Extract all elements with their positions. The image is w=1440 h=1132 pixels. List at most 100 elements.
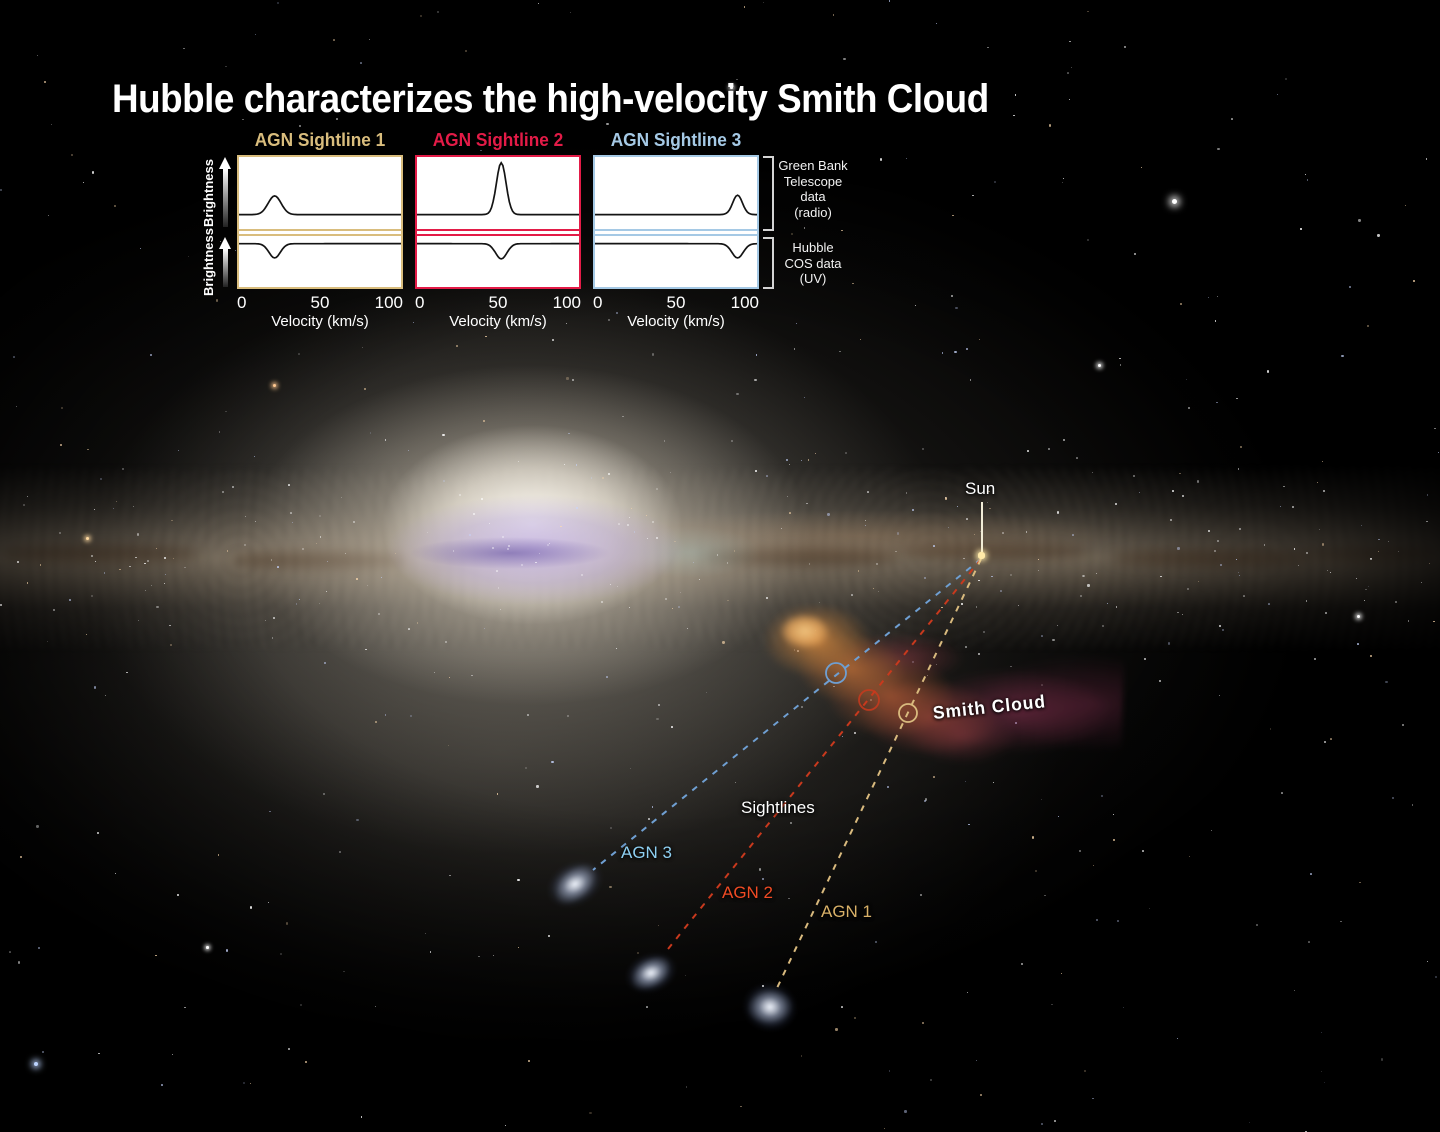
star — [1092, 864, 1094, 867]
star — [1324, 1082, 1325, 1084]
star — [187, 256, 189, 258]
star — [788, 897, 790, 900]
star — [1434, 428, 1436, 430]
smith-cloud-label: Smith Cloud — [931, 691, 1047, 723]
star — [841, 1005, 843, 1008]
star — [483, 419, 486, 422]
star — [1366, 325, 1369, 328]
sightlines-label: Sightlines — [741, 798, 815, 817]
star — [254, 34, 256, 35]
star — [1281, 792, 1283, 794]
star — [754, 379, 757, 382]
panel-title: AGN Sightline 2 — [432, 130, 564, 150]
star — [1063, 178, 1065, 180]
star — [1144, 658, 1147, 661]
star — [1100, 794, 1103, 798]
star — [517, 947, 519, 949]
star — [835, 1028, 838, 1031]
star — [43, 81, 46, 84]
star — [1348, 285, 1352, 288]
star — [449, 676, 451, 678]
spectrum-chart-box — [593, 155, 759, 289]
sun-pointer-line — [981, 502, 983, 552]
star — [744, 6, 746, 8]
star — [1013, 114, 1015, 117]
star — [832, 14, 835, 16]
star — [951, 295, 954, 298]
star — [243, 1082, 246, 1085]
star — [1086, 239, 1089, 242]
spectrum-chart-box — [237, 155, 403, 289]
star — [869, 699, 872, 702]
star — [1207, 296, 1210, 299]
star — [368, 38, 371, 41]
star — [1177, 1037, 1179, 1039]
star — [906, 157, 908, 159]
star — [763, 2, 765, 4]
star — [967, 991, 969, 993]
star — [904, 1110, 907, 1113]
star — [1149, 907, 1151, 909]
star — [1068, 99, 1070, 101]
sun-marker — [978, 552, 985, 559]
arrow-head-icon — [219, 157, 231, 169]
star — [496, 793, 499, 795]
dust-lane-segment — [430, 556, 590, 570]
arrow-head-icon — [219, 237, 231, 249]
sightline-marker-agn-2 — [858, 689, 880, 711]
star — [1010, 665, 1013, 668]
star — [551, 338, 554, 342]
star — [977, 652, 981, 656]
star — [114, 204, 117, 207]
star — [800, 459, 802, 461]
star — [37, 946, 40, 949]
star — [183, 47, 185, 49]
radio-spectrum-chart — [239, 157, 401, 229]
star — [566, 714, 569, 717]
dust-lane-segment — [230, 552, 410, 568]
uv-bracket — [763, 237, 774, 289]
x-axis-label: Velocity (km/s) — [271, 313, 369, 330]
star — [656, 717, 659, 721]
star — [1014, 93, 1017, 96]
star — [1117, 919, 1120, 922]
star — [888, 1070, 891, 1072]
star — [249, 1082, 251, 1085]
star — [936, 663, 937, 665]
star — [1020, 963, 1023, 966]
star — [589, 1111, 592, 1115]
star — [814, 453, 816, 455]
star — [651, 806, 654, 808]
star — [364, 388, 367, 391]
chart-divider — [239, 229, 401, 236]
spectrum-chart-box — [415, 155, 581, 289]
arrow-shaft — [223, 169, 228, 227]
star — [1236, 397, 1238, 400]
star — [1188, 406, 1191, 409]
star — [921, 1022, 924, 1025]
star — [19, 855, 22, 858]
star — [36, 825, 39, 828]
star — [637, 951, 640, 954]
brightness-axis-label: Brightness — [201, 228, 216, 296]
star — [1027, 450, 1030, 452]
star — [1041, 683, 1044, 686]
star — [526, 713, 529, 716]
star — [93, 686, 97, 689]
star — [886, 785, 889, 788]
star — [1392, 796, 1395, 799]
uv-spectrum-chart — [417, 236, 579, 287]
star — [48, 215, 49, 216]
star — [224, 65, 227, 68]
star — [0, 188, 3, 192]
star — [299, 1003, 303, 1006]
sightline-marker-agn-3 — [825, 662, 847, 684]
star — [485, 336, 487, 338]
star — [609, 886, 612, 889]
star — [1044, 894, 1046, 897]
x-axis-ticks: 0 50 100 — [237, 293, 403, 312]
star — [964, 780, 967, 783]
star — [803, 227, 806, 229]
star — [1413, 280, 1416, 282]
chart-divider — [595, 229, 757, 236]
